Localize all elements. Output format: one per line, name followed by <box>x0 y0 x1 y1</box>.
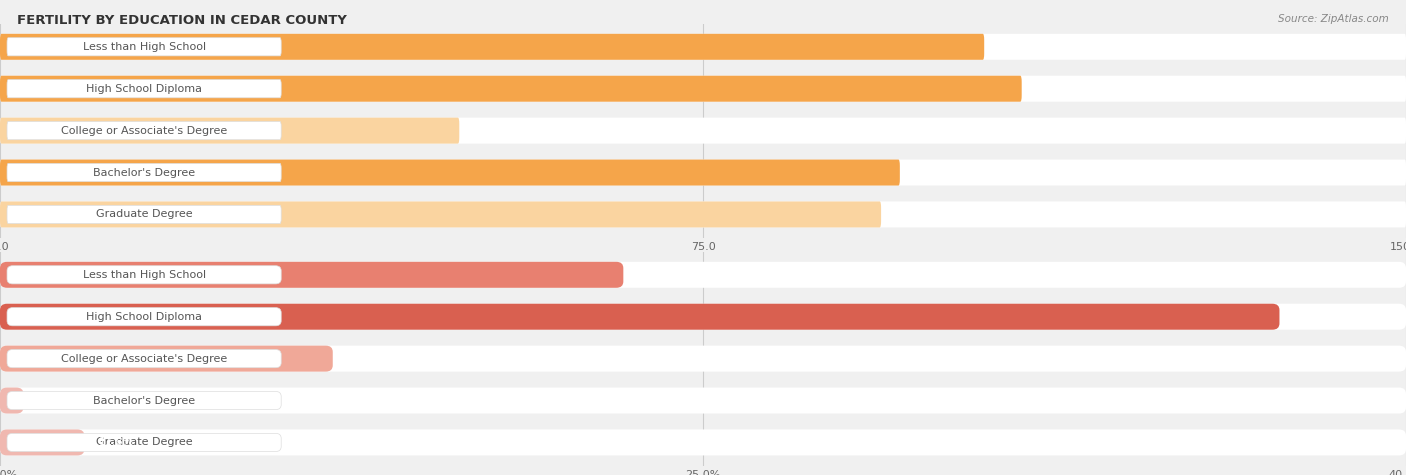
Text: Bachelor's Degree: Bachelor's Degree <box>93 168 195 178</box>
Text: 10.5%: 10.5% <box>38 396 73 406</box>
FancyBboxPatch shape <box>0 118 460 143</box>
FancyBboxPatch shape <box>0 160 900 186</box>
FancyBboxPatch shape <box>0 304 1279 330</box>
Text: 109.0: 109.0 <box>1036 84 1067 94</box>
Text: College or Associate's Degree: College or Associate's Degree <box>60 125 228 136</box>
FancyBboxPatch shape <box>7 433 281 452</box>
FancyBboxPatch shape <box>0 34 984 60</box>
FancyBboxPatch shape <box>0 118 1406 143</box>
Text: 105.0: 105.0 <box>998 42 1029 52</box>
FancyBboxPatch shape <box>7 122 281 140</box>
FancyBboxPatch shape <box>0 160 1406 186</box>
FancyBboxPatch shape <box>0 388 1406 414</box>
FancyBboxPatch shape <box>7 391 281 409</box>
Text: 23.3%: 23.3% <box>637 270 672 280</box>
Text: Graduate Degree: Graduate Degree <box>96 209 193 219</box>
Text: 94.0: 94.0 <box>896 209 920 219</box>
FancyBboxPatch shape <box>0 201 882 228</box>
FancyBboxPatch shape <box>0 346 333 371</box>
Text: 96.0: 96.0 <box>914 168 939 178</box>
Text: 37.3%: 37.3% <box>1294 312 1329 322</box>
FancyBboxPatch shape <box>7 80 281 98</box>
FancyBboxPatch shape <box>0 262 1406 288</box>
Text: Bachelor's Degree: Bachelor's Degree <box>93 396 195 406</box>
FancyBboxPatch shape <box>0 429 84 456</box>
FancyBboxPatch shape <box>7 163 281 181</box>
FancyBboxPatch shape <box>0 304 1406 330</box>
FancyBboxPatch shape <box>7 308 281 326</box>
FancyBboxPatch shape <box>0 201 1406 228</box>
Text: 17.1%: 17.1% <box>347 353 382 364</box>
FancyBboxPatch shape <box>0 76 1406 102</box>
FancyBboxPatch shape <box>0 262 623 288</box>
FancyBboxPatch shape <box>0 388 24 414</box>
Text: Less than High School: Less than High School <box>83 42 205 52</box>
FancyBboxPatch shape <box>0 34 1406 60</box>
FancyBboxPatch shape <box>0 76 1022 102</box>
Text: Graduate Degree: Graduate Degree <box>96 437 193 447</box>
Text: Less than High School: Less than High School <box>83 270 205 280</box>
FancyBboxPatch shape <box>7 266 281 284</box>
Text: 49.0: 49.0 <box>474 125 498 136</box>
Text: 11.8%: 11.8% <box>98 437 134 447</box>
Text: High School Diploma: High School Diploma <box>86 84 202 94</box>
FancyBboxPatch shape <box>7 350 281 368</box>
Text: FERTILITY BY EDUCATION IN CEDAR COUNTY: FERTILITY BY EDUCATION IN CEDAR COUNTY <box>17 14 347 27</box>
Text: High School Diploma: High School Diploma <box>86 312 202 322</box>
FancyBboxPatch shape <box>7 38 281 56</box>
FancyBboxPatch shape <box>0 346 1406 371</box>
FancyBboxPatch shape <box>0 429 1406 456</box>
Text: Source: ZipAtlas.com: Source: ZipAtlas.com <box>1278 14 1389 24</box>
FancyBboxPatch shape <box>7 205 281 224</box>
Text: College or Associate's Degree: College or Associate's Degree <box>60 353 228 364</box>
